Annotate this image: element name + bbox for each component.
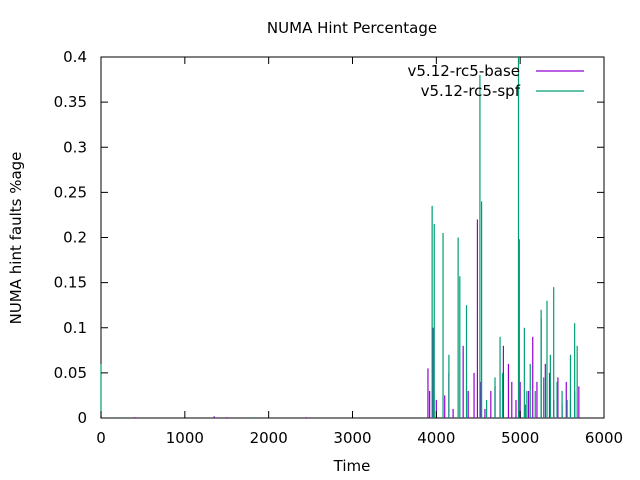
y-tick-label: 0.25 bbox=[54, 183, 87, 201]
x-tick-label: 6000 bbox=[585, 429, 623, 447]
y-tick-label: 0.1 bbox=[63, 319, 87, 337]
y-tick-label: 0.2 bbox=[63, 229, 87, 247]
legend-label: v5.12-rc5-base bbox=[408, 62, 521, 80]
x-tick-label: 4000 bbox=[417, 429, 455, 447]
legend: v5.12-rc5-base v5.12-rc5-spf bbox=[408, 62, 584, 100]
y-tick-label: 0 bbox=[77, 409, 87, 427]
x-tick-label: 0 bbox=[96, 429, 106, 447]
x-tick-label: 5000 bbox=[501, 429, 539, 447]
y-tick-label: 0.15 bbox=[54, 274, 87, 292]
chart-title: NUMA Hint Percentage bbox=[267, 19, 437, 37]
x-tick-label: 1000 bbox=[166, 429, 204, 447]
y-tick-label: 0.4 bbox=[63, 48, 87, 66]
series-2 bbox=[100, 57, 578, 418]
y-axis: 0 0.05 0.1 0.15 0.2 0.25 0.3 0.35 0.4 bbox=[54, 48, 604, 427]
plot-area bbox=[100, 56, 605, 419]
x-tick-label: 3000 bbox=[333, 429, 371, 447]
x-tick-label: 2000 bbox=[250, 429, 288, 447]
y-tick-label: 0.35 bbox=[54, 93, 87, 111]
y-tick-label: 0.3 bbox=[63, 138, 87, 156]
y-axis-label: NUMA hint faults %age bbox=[7, 152, 25, 325]
plot-frame bbox=[100, 56, 605, 419]
y-tick-label: 0.05 bbox=[54, 364, 87, 382]
x-axis: 0 1000 2000 3000 4000 5000 6000 bbox=[96, 57, 623, 447]
legend-label: v5.12-rc5-spf bbox=[421, 82, 521, 100]
series-1 bbox=[100, 219, 580, 418]
x-axis-label: Time bbox=[333, 457, 371, 475]
series-layer bbox=[100, 57, 580, 418]
